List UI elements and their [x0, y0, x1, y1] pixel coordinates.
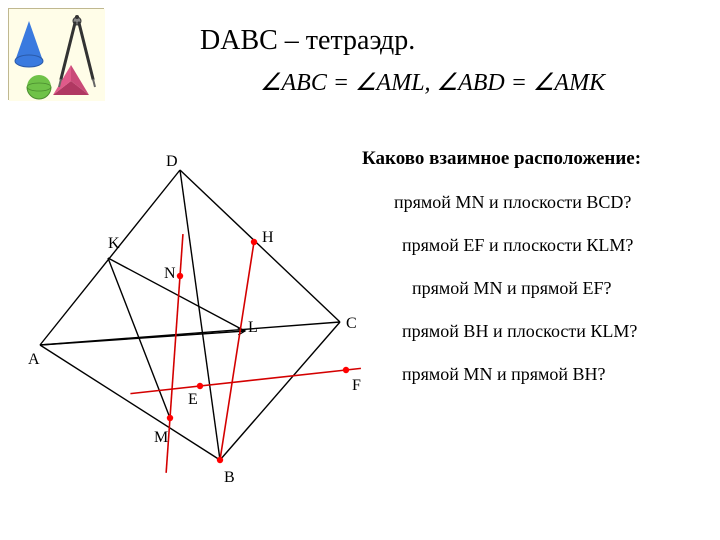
svg-text:N: N	[164, 265, 176, 282]
svg-text:F: F	[352, 377, 361, 394]
page-title: DABC – тетраэдр.	[200, 25, 415, 57]
question-title: Каково взаимное расположение:	[362, 148, 712, 170]
question-5: прямой МN и прямой ВН?	[362, 364, 712, 385]
svg-text:A: A	[28, 351, 40, 368]
question-4: прямой ВН и плоскости КLM?	[362, 321, 712, 342]
tetrahedron-diagram: A B C D K M L E F N H	[8, 150, 378, 520]
angle-relations: ∠ABC = ∠AML, ∠ABD = ∠AMK	[260, 68, 605, 97]
svg-text:K: K	[108, 235, 120, 252]
svg-text:M: M	[154, 429, 168, 446]
svg-text:C: C	[346, 315, 357, 332]
angle-text: ∠ABC = ∠AML, ∠ABD = ∠AMK	[260, 70, 605, 96]
svg-text:D: D	[166, 153, 178, 170]
svg-text:E: E	[188, 391, 198, 408]
question-2: прямой EF и плоскости КLM?	[362, 235, 712, 256]
title-text: DABC – тетраэдр.	[200, 25, 415, 56]
svg-text:B: B	[224, 469, 235, 486]
question-3: прямой MN и прямой EF?	[362, 278, 712, 299]
svg-text:L: L	[248, 319, 258, 336]
questions-block: Каково взаимное расположение: прямой MN …	[362, 148, 712, 407]
geometry-icon	[8, 8, 104, 100]
question-1: прямой MN и плоскости BCD?	[362, 192, 712, 213]
svg-text:H: H	[262, 229, 274, 246]
